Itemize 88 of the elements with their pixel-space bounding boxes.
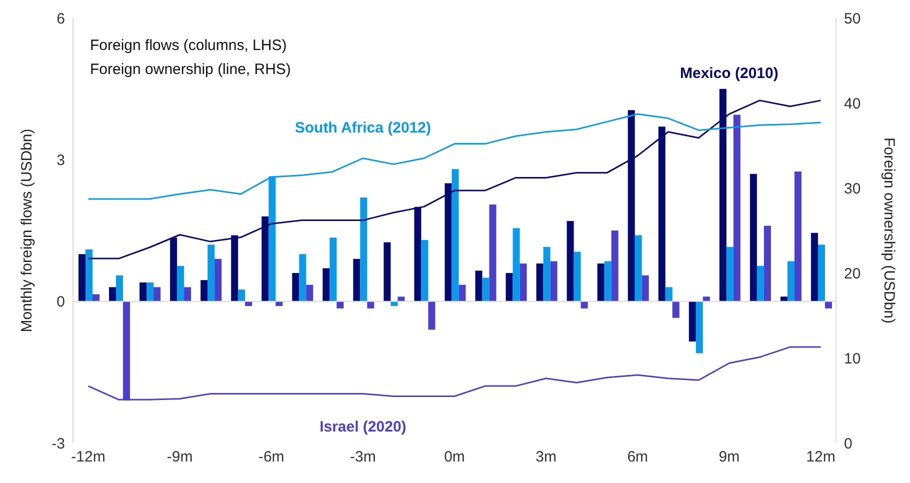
- bar: [750, 174, 757, 302]
- x-tick-label: -3m: [350, 448, 376, 466]
- x-tick-label: -6m: [258, 448, 284, 466]
- bar: [92, 294, 100, 302]
- bar: [726, 247, 734, 302]
- x-tick-label: 3m: [536, 448, 556, 466]
- y-tick-label: 6: [56, 10, 65, 28]
- y-tick-label: -3: [52, 435, 65, 452]
- bar: [611, 230, 618, 302]
- bar: [109, 287, 116, 302]
- bar: [536, 264, 544, 302]
- bar: [154, 287, 161, 302]
- bar: [672, 301, 680, 318]
- bar: [360, 197, 368, 302]
- bar: [177, 266, 184, 302]
- bar: [367, 301, 374, 308]
- annotation: Foreign ownership (line, RHS): [90, 60, 291, 80]
- bar: [506, 273, 513, 302]
- bar: [756, 266, 764, 302]
- y2-tick-label: 10: [844, 350, 861, 368]
- bar: [475, 270, 482, 302]
- bar: [550, 261, 558, 302]
- bar: [200, 280, 208, 302]
- bar: [642, 275, 649, 302]
- bar: [489, 204, 496, 302]
- bar: [452, 169, 459, 302]
- bar: [116, 275, 124, 302]
- y-tick-label: 3: [56, 152, 65, 169]
- y2-tick-label: 20: [844, 265, 861, 282]
- x-tick-label: 12m: [806, 448, 836, 466]
- bar: [208, 244, 215, 302]
- y2-axis-title: Foreign ownership (USDbn): [880, 138, 898, 324]
- bar: [184, 287, 192, 302]
- x-tick-label: -9m: [166, 448, 193, 466]
- bar: [398, 296, 405, 302]
- x-tick-label: 6m: [627, 448, 648, 466]
- bar: [780, 296, 788, 302]
- bar: [794, 171, 802, 302]
- bar: [566, 221, 574, 302]
- bar: [322, 268, 330, 302]
- series-label: Mexico (2010): [680, 65, 778, 82]
- bar: [702, 296, 710, 302]
- bar: [428, 301, 436, 330]
- y-tick-label: 0: [56, 294, 65, 311]
- bar: [85, 249, 92, 302]
- x-tick-label: 0m: [444, 448, 465, 466]
- bar: [543, 247, 550, 302]
- bar: [574, 252, 581, 302]
- y2-tick-label: 50: [844, 10, 861, 28]
- bar: [421, 240, 428, 302]
- bar: [787, 261, 794, 302]
- bar: [78, 254, 86, 302]
- annotation: Foreign flows (columns, LHS): [90, 36, 288, 56]
- bar: [818, 244, 825, 302]
- bar: [810, 232, 818, 302]
- bar: [353, 258, 360, 302]
- y-axis-title: Monthly foreign flows (USDbn): [18, 128, 36, 332]
- series-label: Israel (2020): [320, 418, 406, 436]
- bar: [292, 273, 300, 302]
- bar: [238, 290, 246, 302]
- y2-tick-label: 0: [844, 435, 852, 452]
- bar: [146, 282, 154, 302]
- bar: [733, 114, 740, 302]
- x-tick-label: 9m: [718, 448, 740, 466]
- bar: [384, 242, 391, 302]
- bar: [306, 284, 314, 302]
- bar: [604, 261, 612, 302]
- bar: [330, 238, 337, 302]
- bar: [764, 226, 771, 302]
- bar: [458, 284, 466, 302]
- bar: [580, 301, 588, 308]
- bar: [140, 282, 147, 302]
- x-tick-label: -12m: [71, 448, 106, 466]
- bar: [696, 301, 703, 354]
- y2-tick-label: 30: [844, 180, 861, 198]
- bar: [482, 278, 490, 302]
- y2-tick-label: 40: [844, 95, 861, 112]
- bar: [336, 301, 344, 308]
- series-label: South Africa (2012): [294, 119, 432, 136]
- bar: [299, 254, 306, 302]
- bar: [512, 228, 520, 302]
- bar: [824, 301, 832, 308]
- bar: [634, 235, 642, 302]
- bar: [214, 258, 222, 302]
- bar: [665, 287, 672, 302]
- bar: [597, 264, 604, 302]
- bar: [688, 301, 696, 342]
- bar: [520, 264, 527, 302]
